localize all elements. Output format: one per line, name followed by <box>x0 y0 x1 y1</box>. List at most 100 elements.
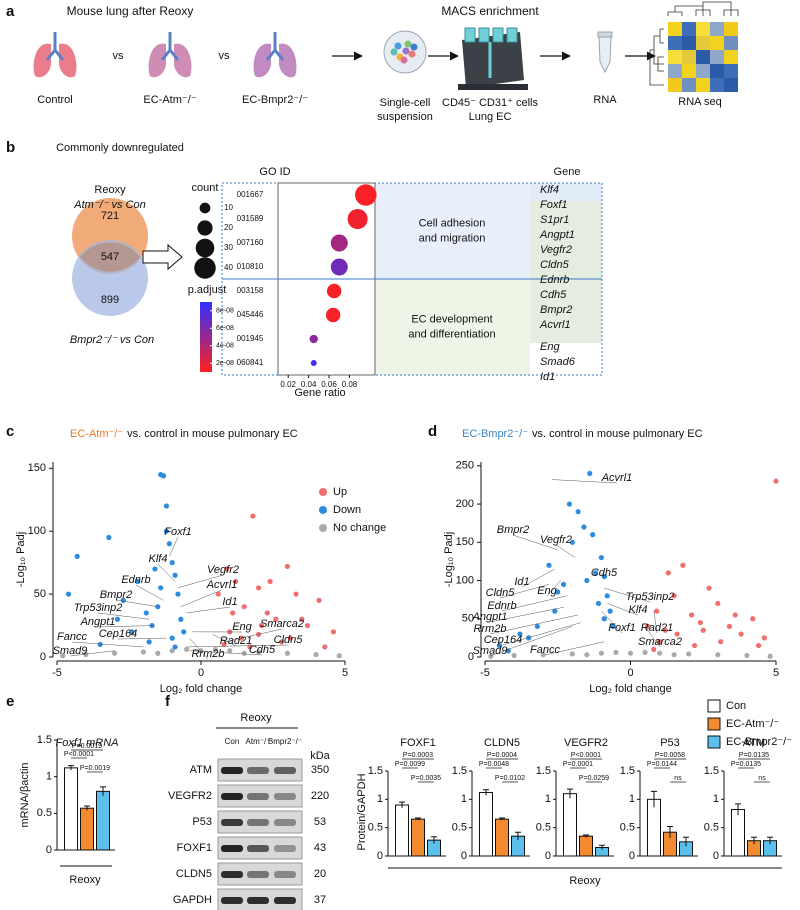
band <box>274 845 296 852</box>
point <box>241 604 247 610</box>
group-label: and differentiation <box>408 328 495 340</box>
gene-label: Rad21 <box>641 622 673 634</box>
point <box>106 534 112 541</box>
trachea <box>265 32 285 61</box>
protein-label: P53 <box>192 816 212 828</box>
point <box>700 627 706 633</box>
gene-label: Eng <box>537 585 557 597</box>
gene-label: Ednrb <box>121 574 150 586</box>
point <box>540 652 546 658</box>
lane-label: Con <box>225 737 240 746</box>
gene-label: Cdh5 <box>591 567 618 579</box>
gene-label: Smarca2 <box>260 618 304 630</box>
point <box>140 649 146 655</box>
label-line <box>186 644 289 648</box>
point <box>120 597 126 603</box>
step-label: suspension <box>377 111 433 123</box>
y-tick-label: 0 <box>461 850 467 862</box>
x-axis-title: Log₂ fold change <box>589 683 672 695</box>
y-tick-label: 0.5 <box>368 822 383 834</box>
x-tick-label: 0.08 <box>342 380 358 389</box>
gene-label: Angpt1 <box>539 229 575 241</box>
bar <box>395 804 409 857</box>
macs-stand <box>462 32 524 88</box>
point <box>560 581 567 587</box>
point <box>322 644 328 650</box>
point <box>715 652 721 658</box>
legend-label: EC-Bmpr2⁻/⁻ <box>726 736 792 748</box>
point <box>686 651 692 657</box>
gene-label: Cldn5 <box>274 634 304 646</box>
point <box>212 646 218 653</box>
label-line <box>135 584 164 601</box>
gene-label: Foxf1 <box>540 199 568 211</box>
label-line <box>499 584 550 599</box>
kda-label: 350 <box>311 764 329 776</box>
point <box>642 649 648 656</box>
dot <box>330 258 348 276</box>
error-bar <box>583 834 589 838</box>
y-tick-label: 003158 <box>237 286 264 295</box>
point <box>65 591 72 597</box>
point <box>256 649 262 655</box>
band <box>221 793 243 800</box>
gene-label: Id1 <box>540 371 555 383</box>
point <box>97 641 103 648</box>
hollow-arrow <box>142 243 183 271</box>
y-tick-label: 1 <box>46 771 52 783</box>
kda-label: 53 <box>314 816 326 828</box>
y-axis-title: -Log₁₀ Padj <box>443 532 455 587</box>
heatmap-cell <box>710 36 724 50</box>
dot <box>310 360 317 366</box>
y-tick-label: 0 <box>46 844 52 856</box>
label-line <box>555 544 576 558</box>
y-tick-label: 1.5 <box>704 765 719 777</box>
bar <box>479 792 493 857</box>
legend-title: count <box>192 182 219 194</box>
y-tick-label: 0 <box>629 850 635 862</box>
lane-label: Atm⁻/⁻ <box>246 737 271 746</box>
x-axis-title: Reoxy <box>569 875 601 887</box>
point <box>114 616 121 622</box>
gene-label: Rrm2b <box>473 623 506 635</box>
y-tick-label: 1.5 <box>536 765 551 777</box>
heatmap-cell <box>668 64 682 78</box>
y-tick-label: 0 <box>713 850 719 862</box>
x-tick-label: 0.02 <box>280 380 296 389</box>
gene-label: Rad21 <box>220 635 252 647</box>
heatmap-cell <box>710 22 724 36</box>
point <box>169 635 175 641</box>
legend-dot <box>194 257 216 279</box>
y-tick-label: 0.5 <box>37 807 52 819</box>
gene-label: Vegfr2 <box>540 534 572 546</box>
legend-dot <box>195 238 215 258</box>
step-label: Lung EC <box>469 111 512 123</box>
point <box>299 616 305 622</box>
error-bar <box>100 786 106 796</box>
gene-label: Foxf1 <box>164 526 192 538</box>
label-line <box>489 607 564 623</box>
point <box>546 562 552 568</box>
point <box>163 528 170 534</box>
label-line <box>551 479 618 484</box>
label-line <box>177 574 224 589</box>
gene-label: Klf4 <box>149 553 168 565</box>
outline <box>221 278 603 376</box>
tube <box>598 35 612 74</box>
step-label: RNA <box>593 94 617 106</box>
label-line <box>223 628 283 643</box>
title-highlight: EC-Atm⁻/⁻ <box>70 428 123 440</box>
point <box>590 532 596 538</box>
colorbar-label: 8e-08 <box>216 308 234 315</box>
point <box>592 570 599 576</box>
x-tick-label: 0 <box>198 667 204 679</box>
y-tick-label: 1 <box>377 793 383 805</box>
y-tick-label: 010810 <box>237 262 264 271</box>
gene-label: Cdh5 <box>540 289 567 301</box>
point <box>267 578 273 585</box>
point <box>181 629 187 635</box>
lung-icon <box>33 32 77 78</box>
point <box>166 541 172 547</box>
point <box>313 651 319 658</box>
legend-label: Up <box>333 486 347 498</box>
